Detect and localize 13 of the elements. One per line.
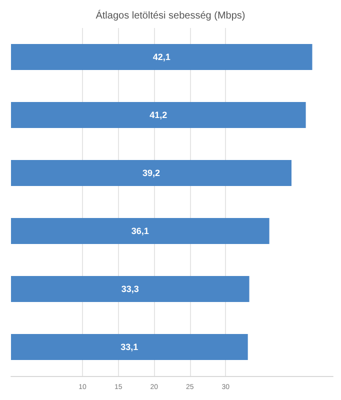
data-label: 33,3	[121, 284, 139, 294]
data-label: 33,1	[120, 342, 138, 352]
bar	[11, 160, 292, 186]
bar	[11, 102, 306, 128]
chart-title: Átlagos letöltési sebesség (Mbps)	[96, 10, 246, 22]
bar	[11, 218, 270, 244]
bar	[11, 334, 248, 360]
bar	[11, 276, 250, 302]
data-label: 42,1	[152, 52, 170, 62]
data-label: 36,1	[131, 226, 149, 236]
bar	[11, 44, 312, 70]
data-label: 39,2	[142, 168, 160, 178]
data-label: 41,2	[150, 110, 168, 120]
